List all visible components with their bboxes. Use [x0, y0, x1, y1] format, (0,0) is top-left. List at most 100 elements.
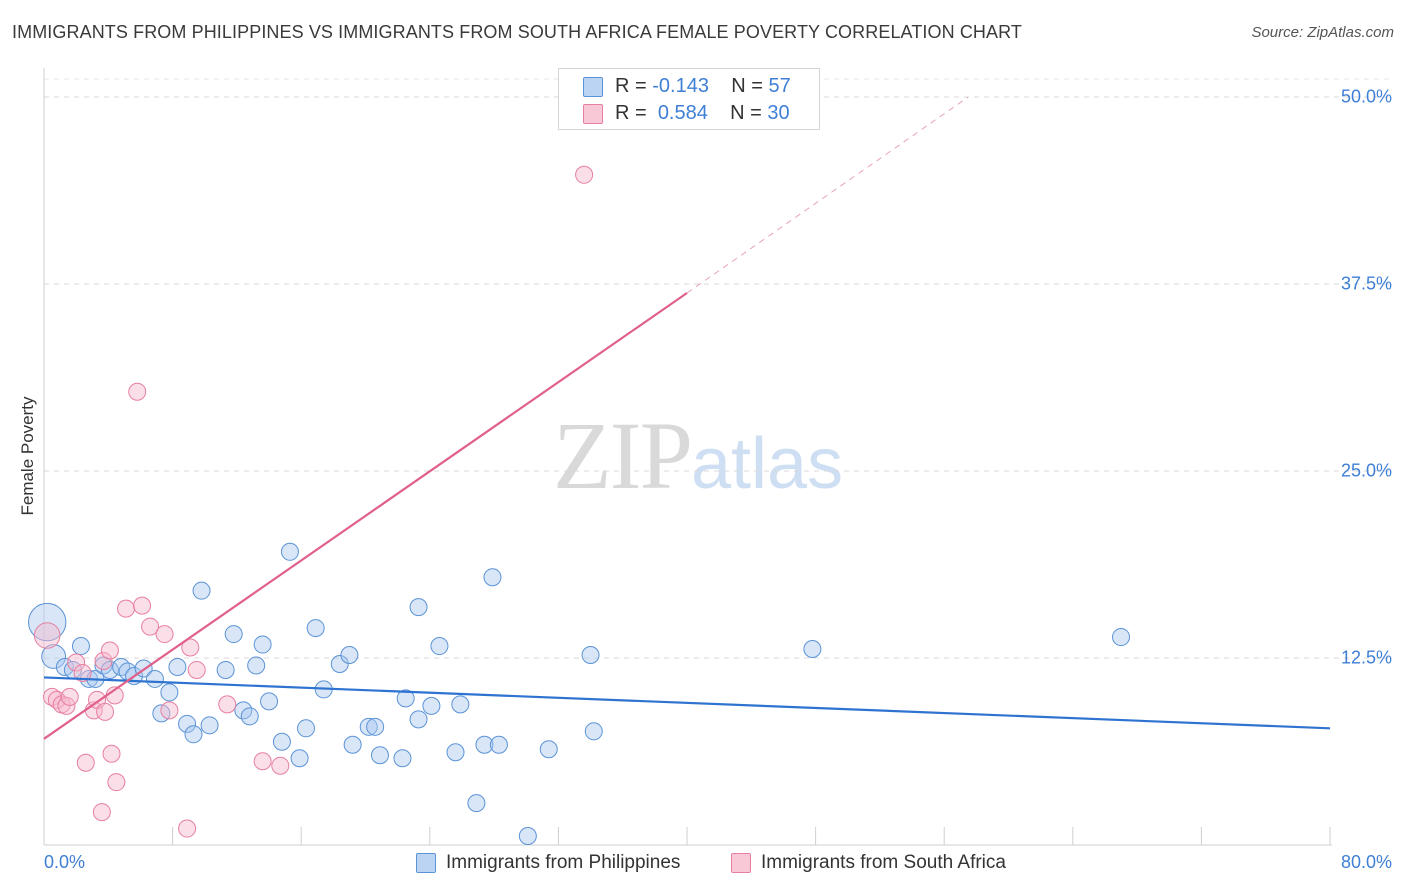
point-south-africa-11 [92, 803, 111, 822]
point-philippines-56 [803, 640, 822, 659]
point-philippines-44 [422, 696, 441, 715]
r-label: R = [615, 75, 647, 97]
x-tick-max: 80.0% [1340, 852, 1392, 872]
point-philippines-28 [272, 732, 291, 751]
legend-row-text: R = -0.143 N = 57 [615, 75, 791, 98]
n-label: N = [731, 75, 763, 97]
point-south-africa-14 [100, 641, 119, 660]
point-philippines-41 [396, 689, 415, 708]
point-philippines-0 [28, 602, 67, 642]
point-philippines-38 [366, 717, 385, 736]
point-south-africa-28 [253, 752, 272, 771]
point-philippines-30 [290, 749, 309, 768]
correlation-legend: R = -0.143 N = 57 R = 0.584 N = 30 [558, 68, 820, 130]
point-philippines-32 [306, 619, 325, 638]
point-south-africa-19 [128, 382, 147, 401]
y-axis-label: Female Poverty [18, 396, 37, 516]
point-south-africa-23 [160, 701, 179, 720]
point-philippines-25 [247, 656, 266, 675]
point-philippines-53 [539, 740, 558, 759]
y-tick-label-1: 25.0% [1340, 460, 1392, 481]
point-philippines-46 [446, 743, 465, 762]
axes [43, 68, 1332, 846]
point-south-africa-17 [107, 773, 126, 792]
point-south-africa-8 [76, 753, 95, 772]
point-philippines-20 [200, 716, 219, 735]
point-philippines-55 [584, 722, 603, 741]
x-tick-min: 0.0% [44, 852, 86, 872]
trendline-philippines [43, 676, 1331, 730]
y-tick-label-2: 37.5% [1340, 273, 1392, 294]
point-south-africa-21 [141, 617, 160, 636]
r-value: -0.143 [652, 75, 709, 97]
point-philippines-3 [71, 637, 90, 656]
legend-label: Immigrants from South Africa [761, 852, 1006, 873]
point-philippines-1 [41, 644, 67, 669]
legend-swatch-blue [583, 77, 603, 97]
point-philippines-7 [94, 656, 113, 675]
watermark: ZIPatlas [553, 400, 843, 511]
point-philippines-9 [112, 657, 131, 676]
point-south-africa-13 [94, 651, 113, 670]
point-south-africa-1 [43, 687, 62, 706]
point-south-africa-30 [575, 165, 594, 184]
point-philippines-47 [451, 695, 470, 714]
point-philippines-40 [393, 749, 412, 768]
point-philippines-57 [1112, 628, 1131, 647]
point-philippines-54 [581, 646, 600, 665]
n-value: 30 [767, 102, 790, 124]
legend-swatch-pink [731, 853, 751, 873]
legend-label: Immigrants from Philippines [446, 852, 681, 873]
point-philippines-13 [145, 669, 164, 688]
point-south-africa-0 [33, 622, 61, 649]
r-value: 0.584 [657, 102, 708, 124]
y-tick-label-0: 12.5% [1340, 647, 1392, 668]
point-philippines-15 [168, 657, 187, 676]
point-philippines-37 [359, 717, 378, 736]
n-label: N = [730, 102, 762, 124]
point-south-africa-20 [133, 596, 152, 615]
point-south-africa-18 [116, 599, 135, 618]
point-philippines-34 [330, 654, 349, 673]
point-south-africa-6 [67, 653, 86, 672]
point-philippines-36 [343, 735, 362, 754]
grid [44, 78, 1392, 659]
point-philippines-18 [184, 725, 203, 744]
point-south-africa-5 [60, 687, 79, 706]
point-philippines-26 [253, 635, 272, 654]
point-philippines-39 [370, 746, 389, 765]
chart-title: IMMIGRANTS FROM PHILIPPINES VS IMMIGRANT… [12, 22, 1022, 42]
point-south-africa-22 [155, 625, 174, 644]
point-philippines-43 [409, 598, 428, 617]
point-south-africa-7 [73, 663, 92, 682]
point-philippines-27 [260, 692, 279, 711]
n-value: 57 [768, 75, 791, 97]
point-philippines-42 [409, 710, 428, 729]
point-philippines-45 [430, 637, 449, 656]
legend-swatch-pink [583, 104, 603, 124]
point-philippines-14 [160, 683, 179, 702]
trendline-south-africa-extension [686, 96, 969, 294]
point-south-africa-27 [218, 695, 237, 714]
point-philippines-50 [483, 568, 502, 587]
trend-lines [43, 96, 1331, 740]
point-philippines-52 [518, 827, 537, 846]
point-philippines-31 [297, 719, 316, 738]
watermark-atlas: atlas [691, 424, 844, 504]
legend-swatch-blue [416, 853, 436, 873]
watermark-zip: ZIP [553, 402, 693, 509]
series-legend: Immigrants from Philippines Immigrants f… [0, 852, 1406, 878]
point-philippines-24 [240, 707, 259, 726]
point-philippines-51 [489, 735, 508, 754]
point-south-africa-12 [96, 702, 115, 721]
point-philippines-29 [280, 542, 299, 561]
point-philippines-48 [467, 794, 486, 813]
point-philippines-17 [178, 714, 197, 733]
point-south-africa-25 [181, 638, 200, 657]
point-philippines-19 [192, 581, 211, 600]
legend-row-text: R = 0.584 N = 30 [615, 102, 790, 125]
point-philippines-21 [216, 660, 235, 679]
point-south-africa-15 [102, 744, 121, 763]
point-south-africa-29 [271, 756, 290, 775]
